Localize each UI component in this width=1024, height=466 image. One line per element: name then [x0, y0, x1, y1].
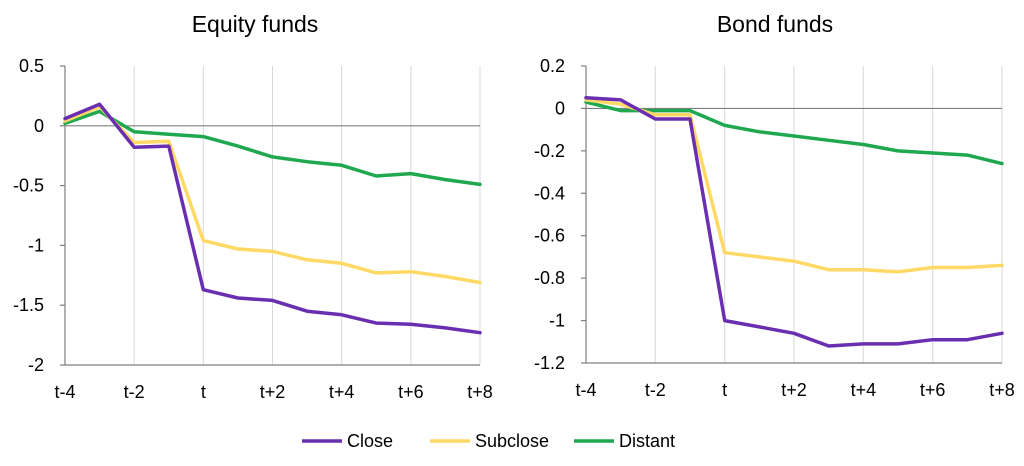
series-line-close: [63, 102, 482, 335]
chart-title-bond: Bond funds: [717, 11, 833, 37]
y-tick-label: -0.4: [534, 183, 565, 203]
x-tick-label: t+8: [989, 380, 1015, 400]
legend-label-close: Close: [347, 431, 393, 451]
y-tick-label: -1.5: [13, 295, 44, 315]
y-tick-label: 0.2: [540, 56, 565, 76]
x-tick-label: t-2: [645, 380, 666, 400]
legend-label-subclose: Subclose: [475, 431, 549, 451]
series-line-close: [584, 96, 1004, 348]
legend: Close Subclose Distant: [302, 431, 675, 451]
x-tick-label: t: [201, 382, 206, 402]
y-tick-label: -1: [28, 235, 44, 255]
y-tick-label: 0.5: [19, 56, 44, 76]
x-tick-label: t-2: [124, 382, 145, 402]
series-line-subclose: [63, 104, 482, 285]
y-tick-label: -1: [549, 311, 565, 331]
x-tick-label: t+8: [467, 382, 493, 402]
y-tick-label: -0.5: [13, 176, 44, 196]
series-line-distant: [584, 100, 1004, 166]
x-tick-label: t+2: [260, 382, 286, 402]
series-line-distant: [63, 109, 482, 187]
series-line-subclose: [584, 98, 1004, 274]
x-tick-label: t+2: [781, 380, 807, 400]
bond-funds-panel: t-4 t-2 t t+2 t+4 t+6 t+8 0.2 0 -0.2 -0.4 -0.6 -0.8 -…: [534, 56, 1015, 400]
x-tick-label: t+6: [398, 382, 424, 402]
x-tick-label: t+4: [851, 380, 877, 400]
x-tick-label: t-4: [575, 380, 596, 400]
x-tick-label: t: [722, 380, 727, 400]
x-tick-label: t+6: [920, 380, 946, 400]
y-tick-label: 0: [34, 116, 44, 136]
x-tick-label: t-4: [54, 382, 75, 402]
x-tick-label: t+4: [329, 382, 355, 402]
y-tick-label: -0.6: [534, 226, 565, 246]
legend-label-distant: Distant: [619, 431, 675, 451]
y-tick-label: -1.2: [534, 353, 565, 373]
y-tick-label: -0.8: [534, 268, 565, 288]
chart-title-equity: Equity funds: [192, 11, 319, 37]
equity-funds-panel: t-4 t-2 t t+2 t+4 t+6 t+8 0.5 0 -0.5 -1 -1.5 -2: [13, 56, 493, 402]
y-tick-label: -2: [28, 355, 44, 375]
y-tick-label: 0: [555, 98, 565, 118]
y-tick-label: -0.2: [534, 141, 565, 161]
